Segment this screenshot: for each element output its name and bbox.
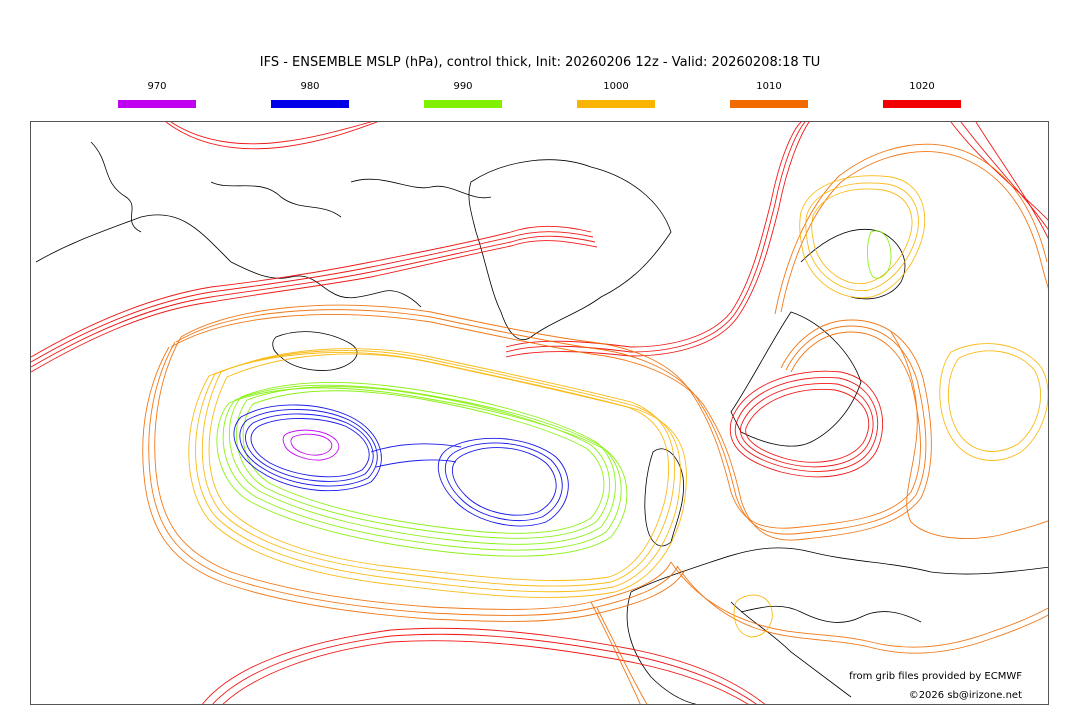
isobar-970-low	[282, 429, 340, 461]
isobar-990-low	[235, 386, 611, 539]
isobar-980	[233, 404, 569, 527]
isobar-1000-high-north	[805, 182, 919, 292]
isobar-980-connect	[370, 443, 462, 468]
isobar-1020-high-scandinavia	[734, 377, 879, 472]
isobar-1000-east	[947, 350, 1042, 452]
legend-swatch-990	[424, 100, 502, 108]
isobar-1000-low	[188, 352, 687, 598]
legend-swatch-1010	[730, 100, 808, 108]
coastline-baltic	[800, 228, 906, 300]
isobar-980-low-east	[437, 437, 569, 527]
isobar-980-low-west	[239, 409, 378, 487]
isobar-1000	[188, 175, 1048, 638]
isobar-1020-high-scandinavia	[740, 382, 874, 468]
isobar-1010-southwest	[590, 601, 641, 704]
isobar-1020-south	[212, 633, 757, 704]
isobar-970-low	[290, 433, 333, 456]
legend-swatch-1000	[577, 100, 655, 108]
isobar-1010-low	[170, 314, 932, 541]
coastline-greenland	[468, 159, 672, 340]
legend-item-990: 990	[424, 80, 502, 108]
coastline-british-isles	[644, 448, 684, 547]
coastline-europe	[626, 547, 1048, 704]
isobar-1020-east	[975, 122, 1048, 239]
coastline-north-america	[35, 214, 422, 308]
coastlines	[35, 141, 1048, 704]
isobar-1010-europe	[670, 561, 1048, 648]
isobar-1000-east	[939, 343, 1048, 461]
legend-label: 1000	[603, 81, 629, 92]
legend-item-980: 980	[271, 80, 349, 108]
legend-label: 1020	[909, 81, 935, 92]
legend-item-1020: 1020	[883, 80, 961, 108]
isobar-990-low	[222, 384, 622, 551]
isobar-1020	[31, 122, 1048, 704]
isobar-1020-south	[202, 627, 766, 704]
map-panel	[30, 121, 1049, 705]
coastline-arctic-islands	[90, 141, 492, 233]
isobar-1020-greenland	[505, 122, 810, 358]
isobar-1010-europe	[676, 565, 1048, 654]
isobar-1020-arctic	[31, 240, 598, 373]
isobar-980-low-east	[452, 447, 557, 516]
map-title: IFS - ENSEMBLE MSLP (hPa), control thick…	[259, 55, 821, 70]
isobar-1000-high-north	[811, 188, 913, 285]
legend-swatch-970	[118, 100, 196, 108]
isobar-1010	[142, 143, 1048, 704]
isobar-1010-north	[780, 151, 1048, 313]
isobar-1000-low	[201, 348, 676, 587]
isobar-1010-low-west	[142, 346, 686, 622]
legend-label: 1010	[756, 81, 782, 92]
coastline-mediterranean	[740, 605, 922, 623]
legend-label: 990	[453, 81, 473, 92]
isobar-1020-northwest	[165, 122, 378, 150]
isobar-1010-southwest	[596, 607, 648, 704]
isobar-1020-south	[222, 640, 749, 704]
credit-copyright: ©2026 sb@irizone.net	[908, 690, 1022, 701]
legend-item-1000: 1000	[577, 80, 655, 108]
isobar-1020-greenland	[505, 122, 802, 348]
legend-label: 970	[147, 81, 167, 92]
credit-source: from grib files provided by ECMWF	[849, 671, 1022, 682]
isobar-980-low-east	[444, 442, 563, 521]
isobar-1000-low	[195, 350, 682, 593]
isobar-990	[216, 230, 892, 557]
isobar-1020-arctic	[31, 231, 594, 363]
isobar-1010-north	[774, 143, 1048, 315]
coastline-iceland	[272, 331, 358, 371]
isobar-1020-high-scandinavia	[745, 388, 870, 463]
isobar-980-low-west	[245, 413, 374, 482]
isobar-990-low	[228, 382, 616, 545]
isobar-1020-high-scandinavia	[729, 370, 884, 478]
isobar-1010-east	[890, 331, 1048, 539]
isobar-1020-east	[950, 122, 1048, 221]
isobar-1010-low	[180, 304, 921, 529]
isobar-1020-east	[960, 122, 1048, 230]
isobar-1000-low	[208, 353, 670, 581]
legend-swatch-1020	[883, 100, 961, 108]
isobar-990-north	[867, 230, 892, 279]
isobar-1000-high-north	[799, 175, 926, 299]
isobar-1010-low-west	[148, 341, 679, 616]
isobar-1020-arctic	[31, 235, 596, 368]
isobar-1000-med	[733, 594, 773, 638]
legend-label: 980	[300, 81, 320, 92]
pressure-map	[31, 122, 1048, 704]
isobar-1020-northwest	[170, 122, 372, 145]
isobar-980-low-west	[250, 418, 370, 478]
legend-item-1010: 1010	[730, 80, 808, 108]
isobar-1020-arctic	[31, 225, 592, 358]
legend-item-970: 970	[118, 80, 196, 108]
legend-swatch-980	[271, 100, 349, 108]
isobar-990-low	[216, 387, 628, 557]
isobar-970	[282, 429, 340, 461]
coastline-scandinavia	[730, 311, 862, 447]
isobar-1020-greenland	[505, 122, 806, 353]
isobar-990-low	[242, 390, 605, 534]
isobar-980-low-west	[233, 404, 382, 492]
isobar-1010-low	[175, 309, 927, 535]
